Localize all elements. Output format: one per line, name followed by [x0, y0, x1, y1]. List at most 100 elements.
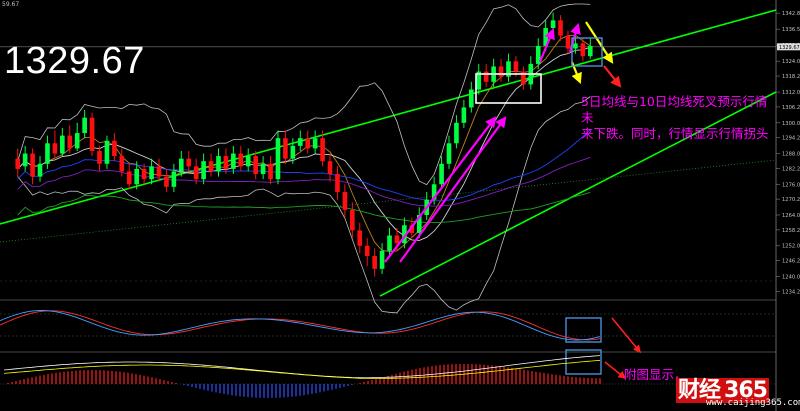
candle-body: [223, 156, 229, 169]
candle-body: [320, 138, 325, 162]
candle-body: [372, 255, 377, 269]
candle-body: [245, 156, 251, 167]
watermark-url: www.caijing365.com: [706, 398, 800, 408]
candle-body: [119, 156, 125, 172]
candle-body: [431, 184, 437, 200]
sub-annotation: 附图显示，: [624, 367, 687, 382]
candle-body: [216, 156, 221, 172]
candle-body: [179, 158, 184, 172]
candle-body: [283, 138, 288, 159]
candle-body: [461, 107, 467, 123]
bollinger-bands: [17, 3, 591, 314]
candle-body: [67, 135, 73, 149]
candle-body: [186, 158, 192, 167]
candle-body: [171, 171, 177, 187]
candle-body: [149, 166, 154, 180]
y-tick-label: 1234.20: [782, 289, 800, 295]
y-tick-label: 1240.00: [782, 274, 800, 280]
main-annotation-line1: 5日均线与10日均线死叉预示行情未: [581, 94, 768, 125]
candle-body: [364, 245, 370, 256]
candle-body: [379, 250, 385, 269]
candle-body: [30, 153, 35, 177]
candle-body: [565, 35, 571, 49]
corner-tag: 59.67: [2, 1, 20, 8]
candle-body: [45, 143, 50, 164]
sub-arrow-red-2: [604, 361, 627, 379]
candle-body: [550, 20, 556, 29]
candle-body: [164, 176, 169, 187]
candle-body: [498, 66, 504, 77]
candle-body: [521, 71, 526, 85]
watermark-logo-num: 365: [722, 378, 769, 403]
osc-d-line: [0, 310, 601, 341]
osc-k-line: [0, 310, 601, 341]
channel-mid: [0, 159, 777, 243]
candle-body: [290, 145, 296, 159]
candle-body: [327, 161, 333, 175]
candle-body: [82, 117, 87, 134]
candle-body: [260, 163, 266, 175]
watermark-logo: 财经 365: [676, 372, 769, 404]
candle-body: [580, 43, 586, 57]
top-box: [571, 37, 603, 67]
candle-body: [156, 166, 162, 177]
candle-body: [506, 61, 511, 77]
candle-body: [558, 20, 563, 36]
candle-body: [469, 89, 474, 108]
y-tick-label: 1300.00: [782, 121, 800, 127]
y-tick-label: 1264.00: [782, 213, 800, 219]
macd-signal: [3, 359, 601, 379]
main-annotation: 5日均线与10日均线死叉预示行情未 来下跌。同时，行情显示行情拐头: [581, 94, 771, 142]
candle-body: [587, 45, 593, 57]
down-arrow-red: [603, 65, 622, 88]
candle-body: [305, 138, 311, 149]
candle-body: [201, 161, 206, 180]
y-tick-label: 1276.00: [782, 182, 800, 188]
candle-body: [483, 71, 489, 82]
y-tick-label: 1288.00: [782, 152, 800, 158]
candle-body: [275, 138, 281, 180]
candle-body: [208, 161, 214, 172]
grid-lines: [0, 0, 777, 411]
candle-body: [238, 153, 244, 167]
candle-body: [535, 45, 541, 64]
y-tick-label: 1336.55: [782, 27, 800, 33]
oscillator-panel: [0, 310, 776, 341]
candle-body: [60, 135, 65, 154]
candle-body: [476, 71, 482, 90]
candle-body: [134, 168, 139, 185]
boll-upper: [17, 3, 591, 186]
candle-body: [15, 158, 21, 169]
ma-30: [17, 129, 591, 202]
candle-body: [141, 168, 147, 180]
sub-arrow-red-1: [611, 317, 642, 354]
y-tick-label: 1306.20: [782, 105, 800, 111]
price-marker-bg: [777, 43, 800, 51]
y-tick-label: 1294.20: [782, 136, 800, 142]
price-marker-text: 1329.67: [779, 45, 800, 51]
candle-body: [350, 209, 355, 231]
candle-body: [268, 163, 273, 180]
candle-body: [22, 153, 28, 167]
y-tick-label: 1258.20: [782, 228, 800, 234]
candle-body: [446, 143, 452, 164]
candle-body: [513, 61, 519, 72]
y-tick-label: 1252.00: [782, 244, 800, 250]
consolidation-box: [475, 73, 542, 104]
y-tick-label: 1312.00: [782, 90, 800, 96]
candle-body: [409, 225, 415, 233]
y-tick-label: 1324.05: [782, 59, 800, 65]
channel-lower: [379, 91, 777, 297]
uptrend-arrow-2: [399, 116, 507, 263]
candle-body: [112, 140, 117, 157]
uptrend-arrow-1: [384, 116, 497, 263]
candle-body: [126, 171, 132, 185]
macd-panel: [0, 355, 776, 398]
down-arrow-yellow-1: [585, 21, 614, 64]
candle-body: [37, 163, 43, 177]
candle-body: [89, 117, 95, 151]
price-axis: 1342.801336.551330.301324.051318.251312.…: [776, 11, 800, 295]
macd-box: [565, 349, 602, 375]
